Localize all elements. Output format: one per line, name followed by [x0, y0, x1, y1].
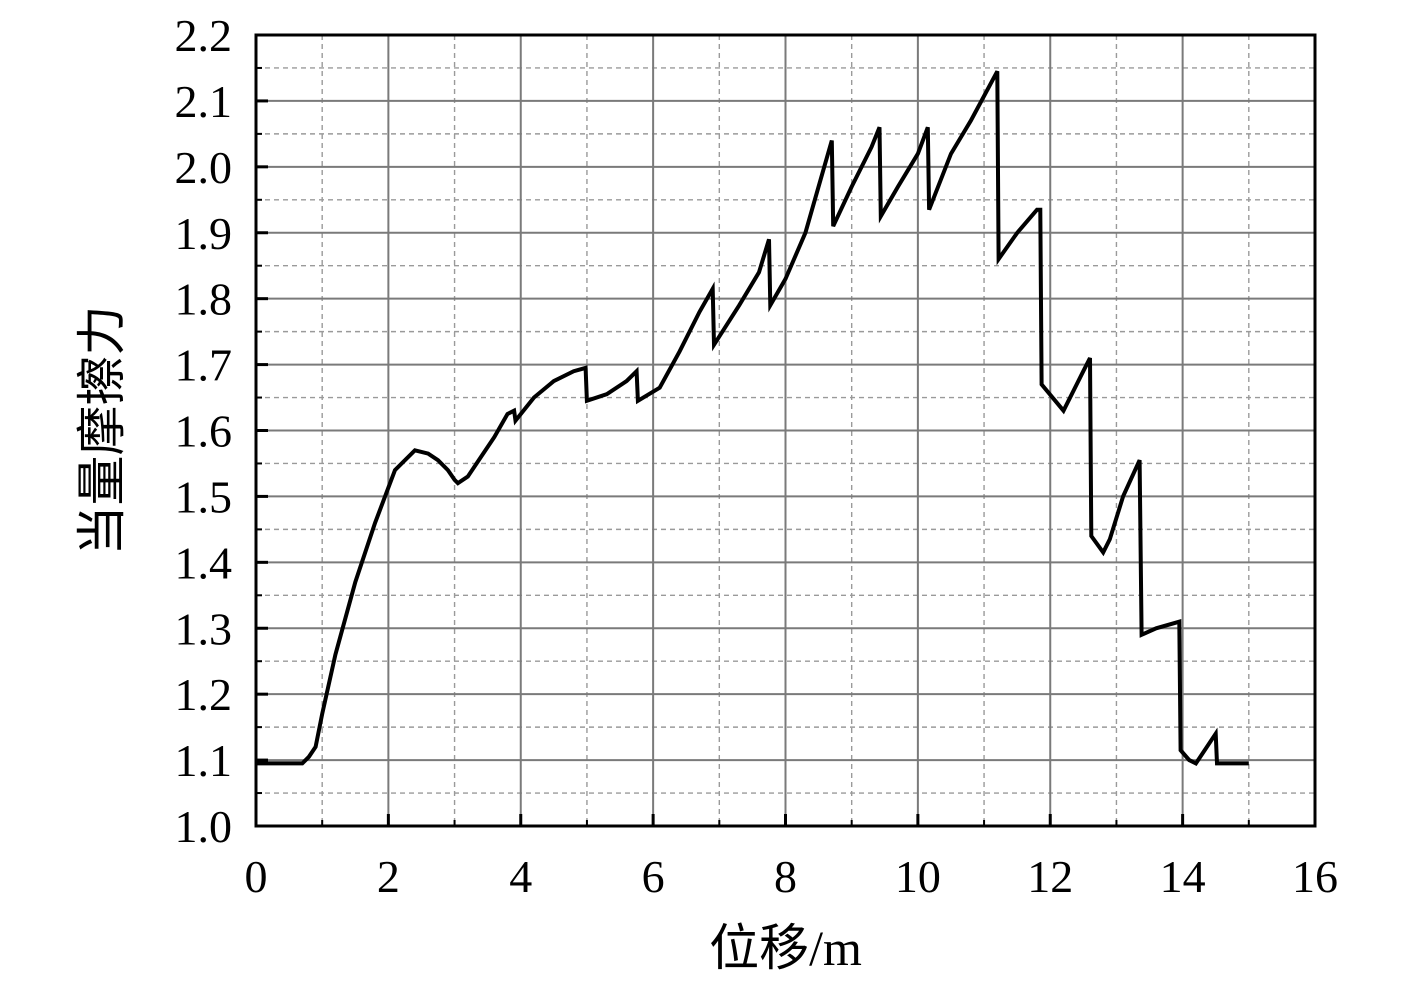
y-tick-label: 1.6 [175, 406, 233, 457]
x-tick-labels: 0 2 4 6 8 10 12 14 16 [245, 851, 1339, 902]
major-grid [256, 35, 1315, 826]
y-tick-label: 1.1 [175, 735, 233, 786]
x-tick-label: 0 [245, 851, 268, 902]
y-tick-label: 1.2 [175, 669, 233, 720]
x-tick-label: 2 [377, 851, 400, 902]
y-tick-label: 2.1 [175, 76, 233, 127]
x-tick-label: 10 [895, 851, 941, 902]
y-tick-label: 2.0 [175, 142, 233, 193]
y-tick-label: 1.9 [175, 208, 233, 259]
y-tick-label: 1.4 [175, 537, 233, 588]
y-axis-title: 当量摩擦力 [74, 306, 130, 556]
y-tick-label: 1.3 [175, 603, 233, 654]
x-tick-label: 4 [509, 851, 532, 902]
x-tick-label: 16 [1292, 851, 1338, 902]
x-tick-label: 14 [1160, 851, 1206, 902]
y-tick-label: 2.2 [175, 10, 233, 61]
x-tick-label: 12 [1027, 851, 1073, 902]
plot-frame [254, 33, 1317, 828]
y-tick-label: 1.0 [175, 801, 233, 852]
x-tick-label: 8 [774, 851, 797, 902]
friction-curve [256, 70, 1249, 766]
y-tick-label: 1.7 [175, 340, 233, 391]
y-tick-labels: 1.0 1.1 1.2 1.3 1.4 1.5 1.6 1.7 1.8 1.9 2.0 2.1 2.2 [175, 10, 233, 852]
y-tick-label: 1.5 [175, 471, 233, 522]
x-tick-label: 6 [642, 851, 665, 902]
x-axis-title: 位移/m [709, 920, 862, 976]
y-tick-label: 1.8 [175, 274, 233, 325]
